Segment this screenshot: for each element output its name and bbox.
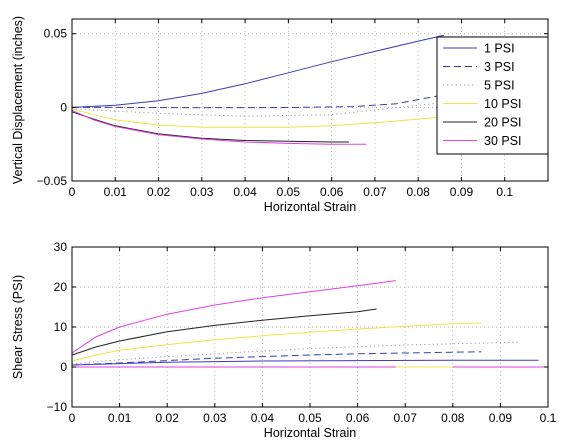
bottom-x-tick-label: 0.02 bbox=[156, 411, 180, 425]
top-y-tick-label: −0.05 bbox=[37, 174, 68, 188]
top-y-tick-label: 0 bbox=[60, 100, 67, 114]
bottom-x-tick-label: 0.05 bbox=[298, 411, 322, 425]
bottom-series-1-psi bbox=[71, 359, 539, 366]
top-series-5-psi bbox=[71, 102, 440, 117]
bottom-x-tick-label: 0.01 bbox=[108, 411, 132, 425]
top-x-tick-label: 0 bbox=[69, 185, 76, 199]
top-series-10-psi bbox=[71, 108, 445, 128]
bottom-x-tick-label: 0.08 bbox=[441, 411, 465, 425]
bottom-y-tick-label: 30 bbox=[54, 240, 68, 254]
bottom-y-axis-label: Shear Stress (PSI) bbox=[11, 275, 25, 379]
top-chart: 0 0.01 0.02 0.03 0.04 0.05 0.06 0.07 0.08 0.09 0.1… bbox=[11, 16, 549, 214]
bottom-x-tick-label: 0.04 bbox=[251, 411, 275, 425]
bottom-series-20-psi bbox=[71, 308, 377, 356]
bottom-x-tick-label: 0.06 bbox=[346, 411, 370, 425]
legend: 1 PSI 3 PSI 5 PSI 10 PSI 20 PSI 30 PSI bbox=[436, 36, 549, 155]
bottom-series-30-psi bbox=[71, 280, 396, 354]
bottom-series-5-psi bbox=[71, 341, 520, 365]
legend-label-1-psi: 1 PSI bbox=[484, 42, 515, 56]
top-x-tick-label: 0.04 bbox=[233, 185, 257, 199]
bottom-y-tick-label: 10 bbox=[54, 320, 68, 334]
legend-box bbox=[436, 36, 549, 155]
bottom-x-tick-label: 0.07 bbox=[394, 411, 418, 425]
bottom-x-tick-label: 0 bbox=[69, 411, 76, 425]
bottom-series-3-psi bbox=[71, 351, 482, 366]
bottom-series-10-psi bbox=[71, 322, 482, 362]
legend-label-5-psi: 5 PSI bbox=[484, 79, 515, 93]
legend-label-30-psi: 30 PSI bbox=[484, 134, 522, 148]
top-series-20-psi bbox=[71, 111, 349, 143]
bottom-y-tick-label: −10 bbox=[47, 400, 68, 414]
bottom-x-tick-label: 0.09 bbox=[489, 411, 513, 425]
top-x-tick-label: 0.01 bbox=[104, 185, 128, 199]
top-x-tick-label: 0.02 bbox=[147, 185, 171, 199]
top-series-3-psi bbox=[72, 95, 440, 109]
bottom-x-tick-label: 0.03 bbox=[203, 411, 227, 425]
top-y-axis-label: Vertical Displacement (inches) bbox=[11, 16, 25, 184]
top-x-tick-label: 0.08 bbox=[407, 185, 431, 199]
top-x-tick-label: 0.05 bbox=[277, 185, 301, 199]
top-x-tick-label: 0.1 bbox=[496, 185, 513, 199]
top-x-tick-label: 0.03 bbox=[190, 185, 214, 199]
legend-label-10-psi: 10 PSI bbox=[484, 97, 522, 111]
top-x-tick-label: 0.07 bbox=[363, 185, 387, 199]
bottom-x-tick-label: 0.1 bbox=[540, 411, 557, 425]
bottom-y-tick-label: 0 bbox=[60, 360, 67, 374]
bottom-x-axis-label: Horizontal Strain bbox=[264, 426, 356, 440]
top-series-30-psi bbox=[71, 109, 367, 145]
legend-label-20-psi: 20 PSI bbox=[484, 116, 522, 130]
top-series-1-psi bbox=[71, 34, 445, 108]
bottom-chart: 0 0.01 0.02 0.03 0.04 0.05 0.06 0.07 0.08 0.09 0.1… bbox=[11, 240, 557, 440]
top-y-tick-label: 0.05 bbox=[44, 27, 68, 41]
top-x-axis-label: Horizontal Strain bbox=[264, 200, 356, 214]
legend-label-3-psi: 3 PSI bbox=[484, 60, 515, 74]
top-x-tick-label: 0.09 bbox=[450, 185, 474, 199]
top-x-tick-label: 0.06 bbox=[320, 185, 344, 199]
bottom-y-tick-label: 20 bbox=[54, 280, 68, 294]
